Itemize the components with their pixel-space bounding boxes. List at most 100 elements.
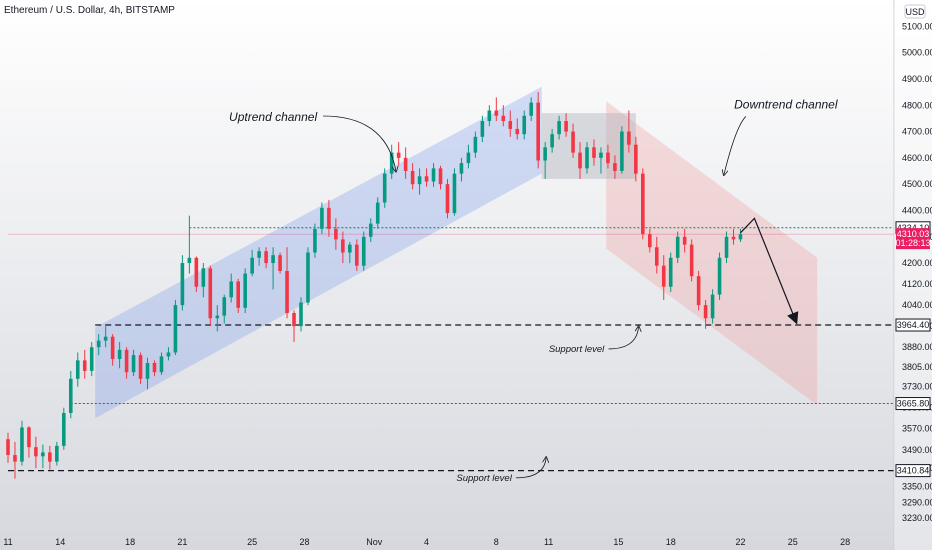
candle-body-22: [159, 356, 164, 373]
candle-body-9: [68, 378, 73, 413]
candle-body-69: [487, 110, 492, 122]
candle-body-92: [647, 234, 652, 248]
candle-body-35: [250, 257, 254, 274]
candle-body-16: [117, 349, 122, 360]
price-tick-label: 4120.00: [902, 279, 932, 289]
candle-body-55: [389, 152, 394, 174]
time-tick-label: 25: [788, 537, 798, 547]
candle-body-103: [724, 236, 729, 258]
candle-body-8: [62, 412, 66, 446]
candle-body-67: [473, 136, 478, 153]
candle-body-6: [48, 452, 52, 462]
candle-body-94: [661, 265, 666, 287]
countdown-label: 01:28:13: [895, 238, 930, 248]
currency-badge[interactable]: [904, 4, 926, 19]
candle-body-17: [124, 349, 129, 373]
annotation-arrow-0: [323, 115, 396, 171]
candle-body-26: [187, 257, 192, 264]
time-tick-label: 11: [3, 537, 12, 547]
candle-body-43: [306, 252, 310, 303]
candle-body-28: [201, 268, 206, 287]
price-tick-label: 5100.00: [902, 21, 932, 31]
annotation-3: Support level: [456, 473, 512, 484]
chart-title: Ethereum / U.S. Dollar, 4h, BITSTAMP: [4, 5, 175, 16]
level-badge-2: [895, 397, 931, 411]
candle-body-62: [438, 168, 443, 185]
candle-body-88: [620, 131, 624, 172]
candle-body-100: [703, 305, 708, 319]
candle-body-27: [194, 257, 199, 287]
candle-body-68: [480, 121, 485, 137]
candle-body-15: [110, 336, 115, 360]
candle-body-60: [424, 176, 429, 182]
candle-body-46: [327, 207, 331, 229]
annotation-0: Uptrend channel: [229, 110, 317, 124]
level-badge-label-3: 3410.84: [897, 466, 930, 476]
candle-body-11: [82, 360, 87, 371]
candle-body-98: [689, 244, 694, 277]
price-tick-label: 4200.00: [902, 258, 932, 268]
time-tick-label: 15: [613, 537, 623, 547]
candle-body-33: [236, 281, 241, 308]
level-layer: [8, 227, 894, 472]
candle-body-24: [173, 305, 178, 353]
price-tick-label: 4800.00: [902, 100, 932, 110]
candle-body-12: [89, 347, 94, 371]
price-tick-label: 4400.00: [902, 205, 932, 215]
time-tick-label: 25: [247, 537, 257, 547]
drawing-layer: [740, 217, 799, 325]
candle-body-82: [578, 152, 582, 169]
candle-body-13: [96, 340, 101, 348]
candle-body-83: [585, 147, 589, 169]
candle-body-18: [131, 355, 136, 373]
candle-body-58: [410, 171, 415, 185]
time-axis: 11 14 18 21 25 28 Nov 4 8 11 15 18 22 25 28: [3, 537, 850, 547]
candle-body-78: [550, 134, 554, 148]
candle-body-86: [606, 152, 610, 164]
current-price-label: 4310.03: [897, 229, 930, 239]
candle-body-81: [571, 131, 575, 153]
currency-label: USD: [905, 7, 925, 17]
price-axis-panel[interactable]: [894, 0, 932, 550]
candle-body-89: [627, 131, 631, 145]
time-tick-label: 21: [177, 537, 187, 547]
time-tick-label: 11: [544, 537, 553, 547]
annotation-arrow-2: [608, 327, 639, 350]
level-badge-label-0: 4334.10: [897, 223, 930, 233]
annotation-layer: Uptrend channel Downtrend channel Support …: [229, 97, 838, 483]
level-badge-label-2: 3665.80: [897, 399, 930, 409]
candle-body-37: [264, 251, 268, 264]
candle-body-29: [208, 268, 213, 319]
annotation-arrow-3: [516, 458, 546, 479]
candle-body-49: [348, 244, 352, 253]
candle-body-74: [522, 115, 527, 135]
candle-body-57: [403, 157, 408, 172]
candle-body-50: [355, 244, 359, 266]
candle-body-1: [13, 455, 17, 462]
candle-body-25: [180, 263, 185, 306]
candle-body-40: [285, 270, 289, 314]
candle-body-96: [675, 236, 680, 258]
candle-body-72: [508, 121, 513, 129]
candle-body-70: [494, 110, 499, 116]
candle-body-63: [445, 184, 450, 214]
candle-body-87: [613, 163, 617, 172]
downtrend-channel: [606, 101, 818, 406]
candle-body-52: [368, 223, 373, 237]
candle-body-19: [138, 355, 143, 379]
candle-body-4: [34, 447, 38, 457]
candle-body-31: [222, 297, 227, 316]
candle-body-105: [738, 234, 743, 240]
candle-body-75: [529, 102, 533, 116]
candle-body-39: [278, 255, 282, 271]
candle-body-66: [466, 152, 471, 164]
price-tick-label: 4500.00: [902, 179, 932, 189]
candle-body-77: [543, 147, 547, 161]
candle-body-95: [668, 257, 673, 287]
candle-body-104: [731, 236, 736, 240]
annotation-arrow-1: [724, 116, 747, 174]
candle-body-97: [682, 236, 687, 245]
time-tick-label: 18: [666, 537, 676, 547]
